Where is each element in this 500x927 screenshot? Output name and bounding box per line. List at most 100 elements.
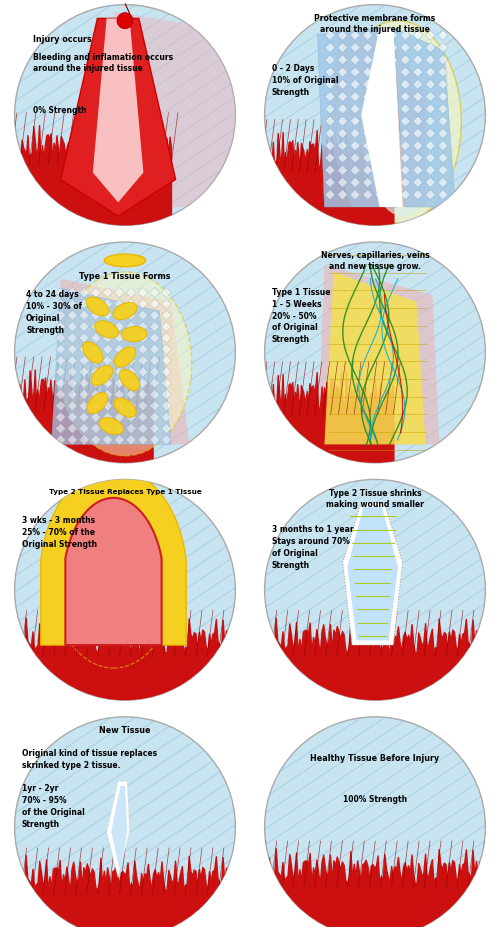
Polygon shape: [438, 92, 448, 102]
Polygon shape: [114, 298, 124, 309]
Polygon shape: [56, 424, 66, 434]
Polygon shape: [56, 413, 66, 422]
Polygon shape: [324, 28, 426, 207]
Polygon shape: [79, 298, 89, 309]
Polygon shape: [126, 367, 136, 377]
Text: 0 - 2 Days
10% of Original
Strength: 0 - 2 Days 10% of Original Strength: [272, 64, 338, 97]
Polygon shape: [114, 287, 124, 298]
Polygon shape: [102, 298, 113, 309]
Polygon shape: [68, 389, 78, 400]
Polygon shape: [114, 413, 124, 422]
Text: Injury occurs: Injury occurs: [33, 34, 92, 44]
Polygon shape: [79, 322, 89, 332]
Polygon shape: [413, 80, 423, 89]
Polygon shape: [102, 378, 113, 388]
Polygon shape: [138, 413, 148, 422]
Polygon shape: [375, 67, 386, 77]
Polygon shape: [68, 311, 78, 321]
Polygon shape: [338, 128, 347, 138]
Polygon shape: [79, 311, 89, 321]
Polygon shape: [350, 116, 360, 126]
Polygon shape: [325, 141, 335, 151]
Polygon shape: [388, 153, 398, 163]
Ellipse shape: [86, 297, 108, 316]
Polygon shape: [388, 104, 398, 114]
Polygon shape: [362, 177, 372, 187]
Polygon shape: [91, 333, 101, 343]
Polygon shape: [375, 80, 386, 89]
Text: 3 months to 1 year
Stays around 70%
of Original
Strength: 3 months to 1 year Stays around 70% of O…: [272, 526, 353, 570]
Polygon shape: [338, 80, 347, 89]
Polygon shape: [126, 378, 136, 388]
Polygon shape: [400, 92, 410, 102]
Polygon shape: [114, 424, 124, 434]
Polygon shape: [102, 333, 113, 343]
Polygon shape: [426, 128, 436, 138]
Ellipse shape: [82, 342, 103, 363]
Polygon shape: [91, 322, 101, 332]
Polygon shape: [150, 311, 160, 321]
Polygon shape: [162, 378, 172, 388]
Polygon shape: [114, 435, 124, 445]
Polygon shape: [68, 378, 78, 388]
Polygon shape: [438, 190, 448, 200]
Polygon shape: [350, 80, 360, 89]
Polygon shape: [394, 28, 456, 207]
Polygon shape: [388, 116, 398, 126]
Polygon shape: [325, 31, 335, 41]
Polygon shape: [162, 311, 172, 321]
Polygon shape: [79, 333, 89, 343]
Polygon shape: [68, 413, 78, 422]
Polygon shape: [413, 116, 423, 126]
Polygon shape: [362, 31, 372, 41]
Polygon shape: [162, 322, 172, 332]
Polygon shape: [413, 153, 423, 163]
Polygon shape: [111, 786, 128, 873]
Polygon shape: [350, 177, 360, 187]
Polygon shape: [126, 298, 136, 309]
Polygon shape: [150, 355, 160, 365]
Text: 100% Strength: 100% Strength: [343, 795, 407, 804]
Polygon shape: [400, 141, 410, 151]
Ellipse shape: [361, 28, 444, 216]
Polygon shape: [126, 413, 136, 422]
Polygon shape: [68, 298, 78, 309]
Ellipse shape: [94, 321, 118, 338]
Polygon shape: [388, 67, 398, 77]
Polygon shape: [350, 67, 360, 77]
Polygon shape: [375, 55, 386, 65]
Polygon shape: [138, 322, 148, 332]
Polygon shape: [138, 344, 148, 354]
Polygon shape: [79, 344, 89, 354]
Polygon shape: [426, 141, 436, 151]
Circle shape: [14, 5, 235, 225]
Polygon shape: [413, 55, 423, 65]
Text: 3 wks - 3 months
25% - 70% of the
Original Strength: 3 wks - 3 months 25% - 70% of the Origin…: [22, 516, 97, 549]
Polygon shape: [102, 367, 113, 377]
Polygon shape: [400, 80, 410, 89]
Polygon shape: [126, 435, 136, 445]
Polygon shape: [102, 400, 113, 411]
Polygon shape: [325, 104, 335, 114]
Polygon shape: [426, 43, 436, 53]
Polygon shape: [388, 55, 398, 65]
Polygon shape: [138, 367, 148, 377]
Polygon shape: [325, 116, 335, 126]
Polygon shape: [325, 80, 335, 89]
Polygon shape: [68, 424, 78, 434]
Polygon shape: [362, 116, 372, 126]
Polygon shape: [375, 165, 386, 175]
Polygon shape: [102, 344, 113, 354]
Polygon shape: [343, 502, 402, 645]
Polygon shape: [388, 31, 398, 41]
Polygon shape: [318, 265, 440, 444]
Polygon shape: [325, 165, 335, 175]
Circle shape: [14, 717, 235, 927]
Polygon shape: [126, 389, 136, 400]
Polygon shape: [338, 43, 347, 53]
Polygon shape: [68, 400, 78, 411]
Polygon shape: [79, 355, 89, 365]
Circle shape: [14, 479, 235, 700]
Polygon shape: [413, 43, 423, 53]
Polygon shape: [375, 92, 386, 102]
